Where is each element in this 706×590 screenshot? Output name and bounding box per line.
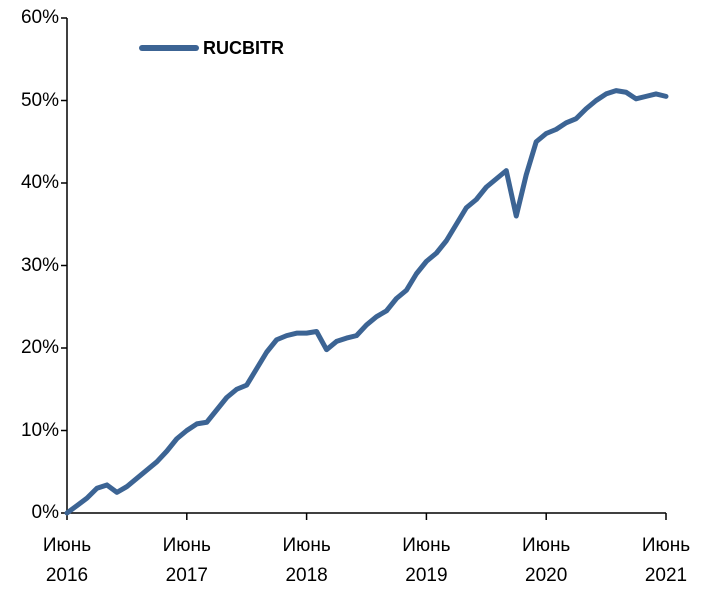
x-tick-label: Июнь 2018 — [282, 535, 331, 586]
series-line — [64, 88, 669, 516]
legend-label: RUCBITR — [203, 38, 284, 58]
x-tick-label: Июнь 2016 — [42, 535, 92, 586]
y-tick-label: 0% — [31, 502, 59, 523]
y-tick-label: 40% — [20, 172, 59, 193]
y-tick-label: 50% — [20, 89, 59, 111]
x-tick-label: Июнь 2017 — [162, 535, 211, 586]
x-tick-label: Июнь 2020 — [522, 535, 571, 586]
x-tick-label: Июнь 2021 — [641, 535, 691, 586]
y-tick-label: 20% — [20, 337, 59, 358]
x-tick-label: Июнь 2019 — [402, 535, 451, 586]
y-tick-label: 60% — [20, 7, 59, 28]
y-tick-label: 10% — [20, 419, 59, 441]
y-tick-label: 30% — [20, 254, 59, 276]
